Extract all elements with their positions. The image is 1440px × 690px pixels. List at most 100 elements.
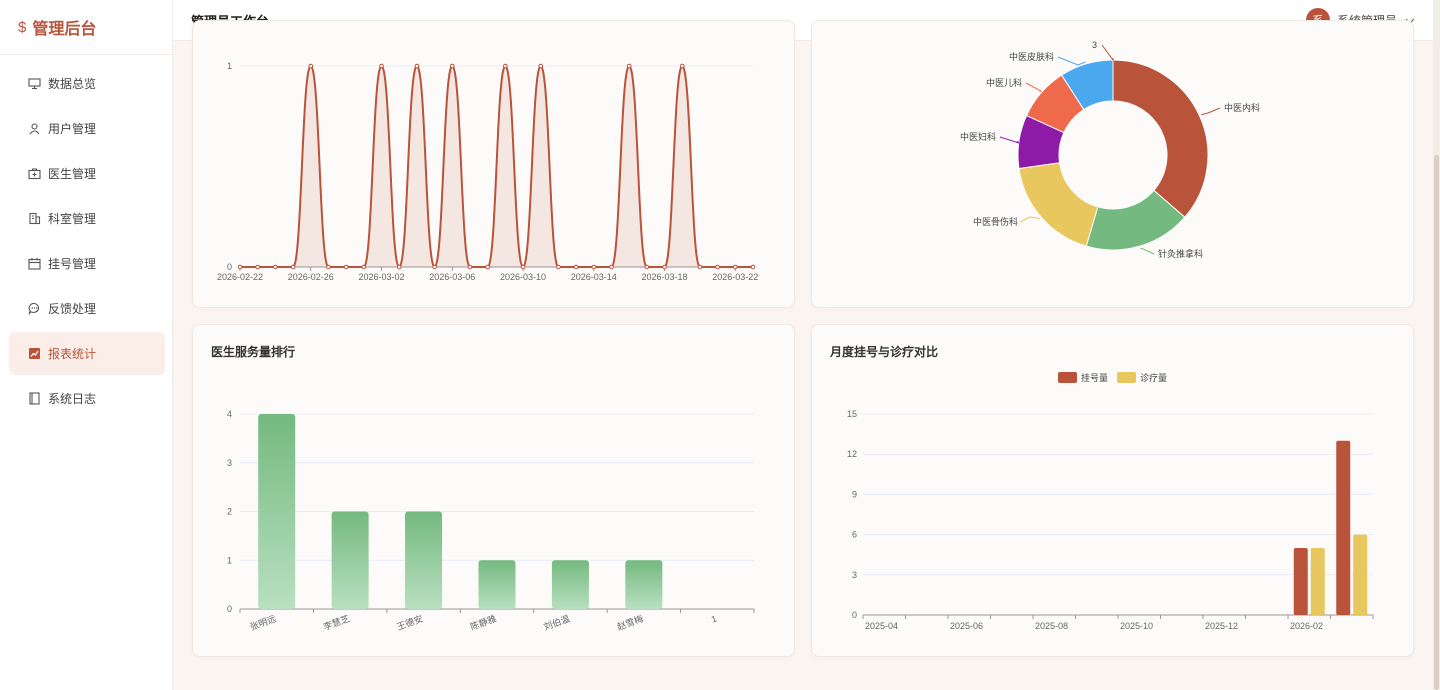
data-point <box>520 264 526 270</box>
data-point <box>679 63 685 69</box>
x-tick-label: 2025-12 <box>1205 621 1238 631</box>
y-tick-label: 2 <box>227 507 232 517</box>
sidebar-item-reports[interactable]: 报表统计 <box>9 332 165 375</box>
data-point <box>255 264 260 270</box>
label-leader-line <box>1101 44 1114 62</box>
sidebar-item-label: 数据总览 <box>48 77 97 91</box>
y-tick-label: 12 <box>847 449 857 459</box>
y-tick-label: 4 <box>227 409 232 419</box>
x-tick-label: 2026-03-14 <box>571 272 617 282</box>
sidebar-item-label: 科室管理 <box>48 212 97 226</box>
monthly-compare-chart: 挂号量 诊疗量 0 3 6 9 12 15 2025-04 2025-06 2025-08 2025-… <box>847 372 1374 631</box>
y-tick-label: 1 <box>227 61 232 71</box>
legend-swatch <box>1117 372 1136 383</box>
calendar-icon <box>27 257 41 271</box>
brand-title: 管理后台 <box>32 21 97 38</box>
x-tick-label: 2025-10 <box>1120 621 1153 631</box>
sidebar-item-users[interactable]: 用户管理 <box>9 107 165 150</box>
x-tick-label: 刘伯温 <box>542 613 571 633</box>
x-tick-label: 2026-02-26 <box>288 272 334 282</box>
dollar-icon: $ <box>18 18 27 36</box>
slice-label: 中医妇科 <box>960 131 996 142</box>
sidebar-item-label: 系统日志 <box>48 392 97 406</box>
data-point <box>237 264 243 270</box>
medical-kit-icon <box>27 167 41 181</box>
monitor-icon <box>27 77 41 91</box>
slice-label: 中医儿科 <box>986 77 1022 88</box>
y-tick-label: 0 <box>227 604 232 614</box>
data-point <box>609 264 614 270</box>
bar <box>551 560 589 609</box>
slice-label: 中医内科 <box>1224 102 1260 113</box>
sidebar-item-logs[interactable]: 系统日志 <box>9 377 165 420</box>
data-point <box>467 264 473 270</box>
x-tick-label: 2025-04 <box>865 621 898 631</box>
chat-icon <box>27 302 41 316</box>
data-point <box>715 264 720 270</box>
data-point <box>591 264 597 270</box>
doctor-ranking-chart: 0 1 2 3 4 张明远 李慧芝 王德安 陈静雅 刘伯温 赵雪梅 1 <box>227 409 755 633</box>
department-distribution-card: 中医内科 针灸推拿科 中医骨伤科 中医妇科 中医儿科 中医皮肤科 3 <box>811 20 1414 308</box>
sidebar: $ 管理后台 数据总览 用户管理 医生管理 科室管理 挂号管理 反馈处理 <box>0 0 173 690</box>
x-tick-label: 2026-02-22 <box>217 272 263 282</box>
data-point <box>750 264 756 270</box>
building-icon <box>27 212 41 226</box>
user-icon <box>27 122 41 136</box>
slice-label: 3 <box>1092 40 1097 50</box>
sidebar-item-label: 报表统计 <box>48 347 97 361</box>
y-tick-label: 15 <box>847 409 857 419</box>
label-leader-line <box>999 136 1020 144</box>
x-tick-label: 王德安 <box>395 613 424 633</box>
x-tick-label: 李慧芝 <box>322 613 351 633</box>
y-tick-label: 3 <box>852 570 857 580</box>
page-scrollbar[interactable] <box>1433 0 1440 690</box>
label-leader-line <box>1140 247 1155 255</box>
x-tick-label: 2025-08 <box>1035 621 1068 631</box>
data-point <box>556 264 561 270</box>
data-point <box>396 264 402 270</box>
sidebar-item-label: 医生管理 <box>48 167 97 181</box>
label-leader-line <box>1019 216 1040 223</box>
x-tick-label: 2026-03-10 <box>500 272 546 282</box>
monthly-compare-card: 月度挂号与诊疗对比 挂号量 诊疗量 0 3 6 9 12 15 2025-04 2025-06 20… <box>811 324 1414 657</box>
y-tick-label: 1 <box>227 555 232 565</box>
daily-trend-chart: 0 1 2026-02-22 2026-02-26 2026-03-02 2026-03-… <box>217 61 758 282</box>
x-tick-label: 2026-03-02 <box>358 272 404 282</box>
data-point <box>361 264 367 270</box>
bar <box>331 511 369 609</box>
sidebar-item-departments[interactable]: 科室管理 <box>9 197 165 240</box>
data-point <box>290 264 296 270</box>
sidebar-item-registrations[interactable]: 挂号管理 <box>9 242 165 285</box>
data-point <box>343 264 349 270</box>
y-tick-label: 6 <box>852 530 857 540</box>
data-point <box>485 264 490 270</box>
doctor-ranking-card: 医生服务量排行 0 1 2 3 4 张明远 李慧芝 王德安 陈静雅 刘伯温 赵雪梅 1 <box>192 324 795 657</box>
sidebar-item-doctors[interactable]: 医生管理 <box>9 152 165 195</box>
legend-label: 诊疗量 <box>1140 372 1167 383</box>
bar <box>258 414 296 609</box>
y-tick-label: 0 <box>227 262 232 272</box>
data-point <box>503 63 508 69</box>
bar <box>1336 440 1351 615</box>
sidebar-item-label: 反馈处理 <box>48 302 97 316</box>
pie-slice <box>1018 162 1099 247</box>
scrollbar-thumb[interactable] <box>1434 155 1439 690</box>
sidebar-item-feedback[interactable]: 反馈处理 <box>9 287 165 330</box>
monthly-compare-title: 月度挂号与诊疗对比 <box>830 345 939 359</box>
slice-label: 针灸推拿科 <box>1158 248 1203 259</box>
data-point <box>626 63 632 69</box>
pie-slice <box>1112 59 1209 218</box>
legend-label: 挂号量 <box>1081 372 1108 383</box>
data-point <box>308 63 314 69</box>
label-leader-line <box>1057 56 1086 66</box>
sidebar-menu: 数据总览 用户管理 医生管理 科室管理 挂号管理 反馈处理 报表统计 系统日志 <box>0 55 172 420</box>
y-tick-label: 0 <box>852 610 857 620</box>
daily-trend-card: 0 1 2026-02-22 2026-02-26 2026-03-02 2026-03-… <box>192 20 795 308</box>
sidebar-item-overview[interactable]: 数据总览 <box>9 62 165 105</box>
x-tick-label: 2026-03-06 <box>429 272 475 282</box>
x-tick-label: 陈静雅 <box>469 613 498 633</box>
label-leader-line <box>1201 107 1221 116</box>
brand[interactable]: $ 管理后台 <box>0 0 172 55</box>
slice-label: 中医骨伤科 <box>973 216 1018 227</box>
